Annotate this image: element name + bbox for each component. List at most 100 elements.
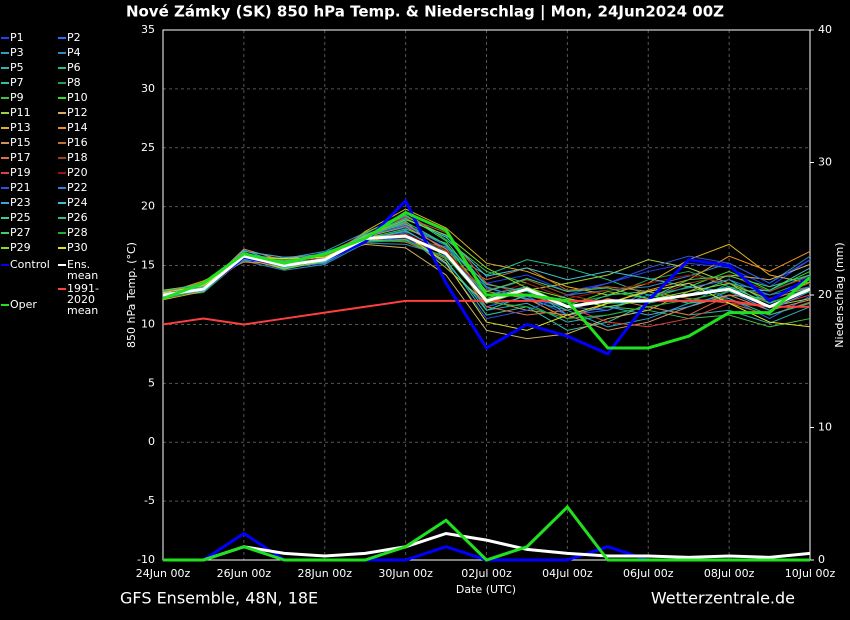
legend-swatch (58, 37, 66, 39)
legend-label: P25 (10, 211, 31, 224)
legend-label: P3 (10, 46, 24, 59)
legend-entry: P14 (58, 122, 118, 133)
legend-swatch (58, 264, 66, 266)
legend-label: P5 (10, 61, 24, 74)
y2-tick-label: 40 (818, 23, 832, 36)
legend-entry: P23 (1, 197, 61, 208)
temp-line (162, 234, 811, 331)
legend-entry: P4 (58, 47, 118, 58)
legend-entry: P25 (1, 212, 61, 223)
temp-line (162, 210, 811, 350)
x-tick-label: 30Jun 00z (378, 567, 433, 580)
x-tick-label: 24Jun 00z (136, 567, 191, 580)
legend-label: P17 (10, 151, 31, 164)
legend-entry: 1991-2020 mean (58, 283, 118, 316)
legend-swatch (1, 52, 9, 54)
temp-line (162, 243, 811, 340)
legend-label: P13 (10, 121, 31, 134)
legend-swatch (58, 288, 66, 290)
legend-swatch (1, 97, 9, 99)
legend-label: P19 (10, 166, 31, 179)
legend-label: P4 (67, 46, 81, 59)
legend-swatch (1, 187, 9, 189)
legend-swatch (1, 217, 9, 219)
y-tick-label: 10 (141, 317, 155, 330)
legend-label: P22 (67, 181, 88, 194)
y-tick-label: 25 (141, 141, 155, 154)
legend-swatch (1, 304, 9, 306)
legend-swatch (1, 112, 9, 114)
legend-entry: P3 (1, 47, 61, 58)
legend-label: P28 (67, 226, 88, 239)
legend-entry: P28 (58, 227, 118, 238)
source: Wetterzentrale.de (651, 589, 795, 608)
y2-axis-label: Niederschlag (mm) (833, 242, 846, 347)
legend-entry: P5 (1, 62, 61, 73)
legend-label: P21 (10, 181, 31, 194)
legend-entry: P15 (1, 137, 61, 148)
legend-entry: P26 (58, 212, 118, 223)
temp-line (162, 234, 811, 309)
legend-swatch (58, 187, 66, 189)
precip-line (163, 531, 811, 562)
legend-swatch (1, 264, 9, 266)
legend-swatch (58, 127, 66, 129)
legend-swatch (1, 67, 9, 69)
legend-swatch (1, 82, 9, 84)
legend-label: P12 (67, 106, 88, 119)
legend-label: P18 (67, 151, 88, 164)
legend-label: P26 (67, 211, 88, 224)
legend-entry: P11 (1, 107, 61, 118)
legend-entry: P20 (58, 167, 118, 178)
legend-label: P2 (67, 31, 81, 44)
legend-swatch (58, 112, 66, 114)
y-tick-label: 15 (141, 259, 155, 272)
legend-swatch (1, 142, 9, 144)
x-tick-label: 02Jul 00z (461, 567, 512, 580)
legend-label: P10 (67, 91, 88, 104)
legend-label: Ens. mean (67, 258, 99, 282)
legend-entry: P21 (1, 182, 61, 193)
legend-swatch (58, 202, 66, 204)
legend-entry: Oper (1, 299, 61, 310)
legend-swatch (1, 127, 9, 129)
legend-label: P6 (67, 61, 81, 74)
legend-swatch (1, 157, 9, 159)
x-tick-label: 26Jun 00z (217, 567, 272, 580)
legend-label: P7 (10, 76, 24, 89)
legend-entry: P30 (58, 242, 118, 253)
legend-label: P27 (10, 226, 31, 239)
legend-swatch (58, 217, 66, 219)
legend-entry: P13 (1, 122, 61, 133)
legend-swatch (58, 142, 66, 144)
legend-swatch (58, 247, 66, 249)
y2-tick-label: 20 (818, 288, 832, 301)
legend-swatch (1, 232, 9, 234)
legend-entry: Ens. mean (58, 259, 118, 281)
legend-label: P29 (10, 241, 31, 254)
legend-label: P30 (67, 241, 88, 254)
x-tick-label: 06Jul 00z (623, 567, 674, 580)
chart-title: Nové Zámky (SK) 850 hPa Temp. & Niedersc… (126, 3, 724, 22)
x-tick-label: 10Jul 00z (785, 567, 836, 580)
x-tick-label: 04Jul 00z (542, 567, 593, 580)
legend-swatch (58, 67, 66, 69)
legend-label: P24 (67, 196, 88, 209)
x-tick-label: 08Jul 00z (704, 567, 755, 580)
y-axis-label: 850 hPa Temp. (°C) (125, 242, 138, 348)
legend-label: P16 (67, 136, 88, 149)
legend-label: Oper (10, 298, 37, 311)
legend-label: 1991-2020 mean (67, 282, 99, 317)
legend-entry: P2 (58, 32, 118, 43)
legend-swatch (58, 97, 66, 99)
legend-label: P8 (67, 76, 81, 89)
legend-entry: P6 (58, 62, 118, 73)
legend-entry: P19 (1, 167, 61, 178)
legend-swatch (58, 172, 66, 174)
legend-swatch (58, 52, 66, 54)
legend-swatch (58, 157, 66, 159)
legend-label: Control (10, 258, 50, 271)
legend-entry: P17 (1, 152, 61, 163)
legend-label: P9 (10, 91, 24, 104)
y-tick-label: 20 (141, 200, 155, 213)
